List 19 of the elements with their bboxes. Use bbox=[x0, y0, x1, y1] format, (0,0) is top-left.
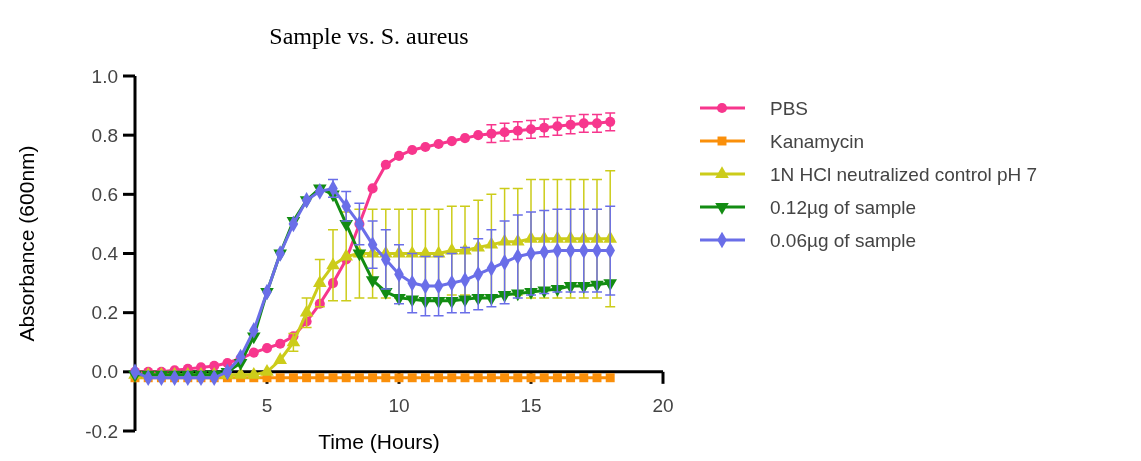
x-tick-label: 5 bbox=[261, 394, 273, 416]
y-tick-label: 0.6 bbox=[91, 183, 118, 205]
y-tick-label: -0.2 bbox=[85, 420, 118, 442]
legend-label: 0.12µg of sample bbox=[770, 196, 917, 218]
y-tick-label: 0.2 bbox=[91, 302, 118, 324]
x-axis-title: Time (Hours) bbox=[318, 430, 440, 453]
legend-label: 0.06µg of sample bbox=[770, 229, 917, 251]
x-tick-label: 20 bbox=[652, 394, 674, 416]
legend-label: 1N HCl neutralized control pH 7 bbox=[770, 163, 1038, 185]
legend-label: PBS bbox=[770, 97, 809, 119]
y-tick-label: 1.0 bbox=[91, 65, 118, 87]
x-tick-label: 10 bbox=[388, 394, 410, 416]
y-tick-label: 0.0 bbox=[91, 361, 118, 383]
chart-title: Sample vs. S. aureus bbox=[269, 23, 469, 49]
y-tick-label: 0.8 bbox=[91, 124, 118, 146]
y-tick-label: 0.4 bbox=[91, 243, 119, 265]
legend-label: Kanamycin bbox=[770, 130, 864, 152]
y-axis-title: Absorbance (600nm) bbox=[15, 145, 38, 342]
x-tick-label: 15 bbox=[520, 394, 542, 416]
